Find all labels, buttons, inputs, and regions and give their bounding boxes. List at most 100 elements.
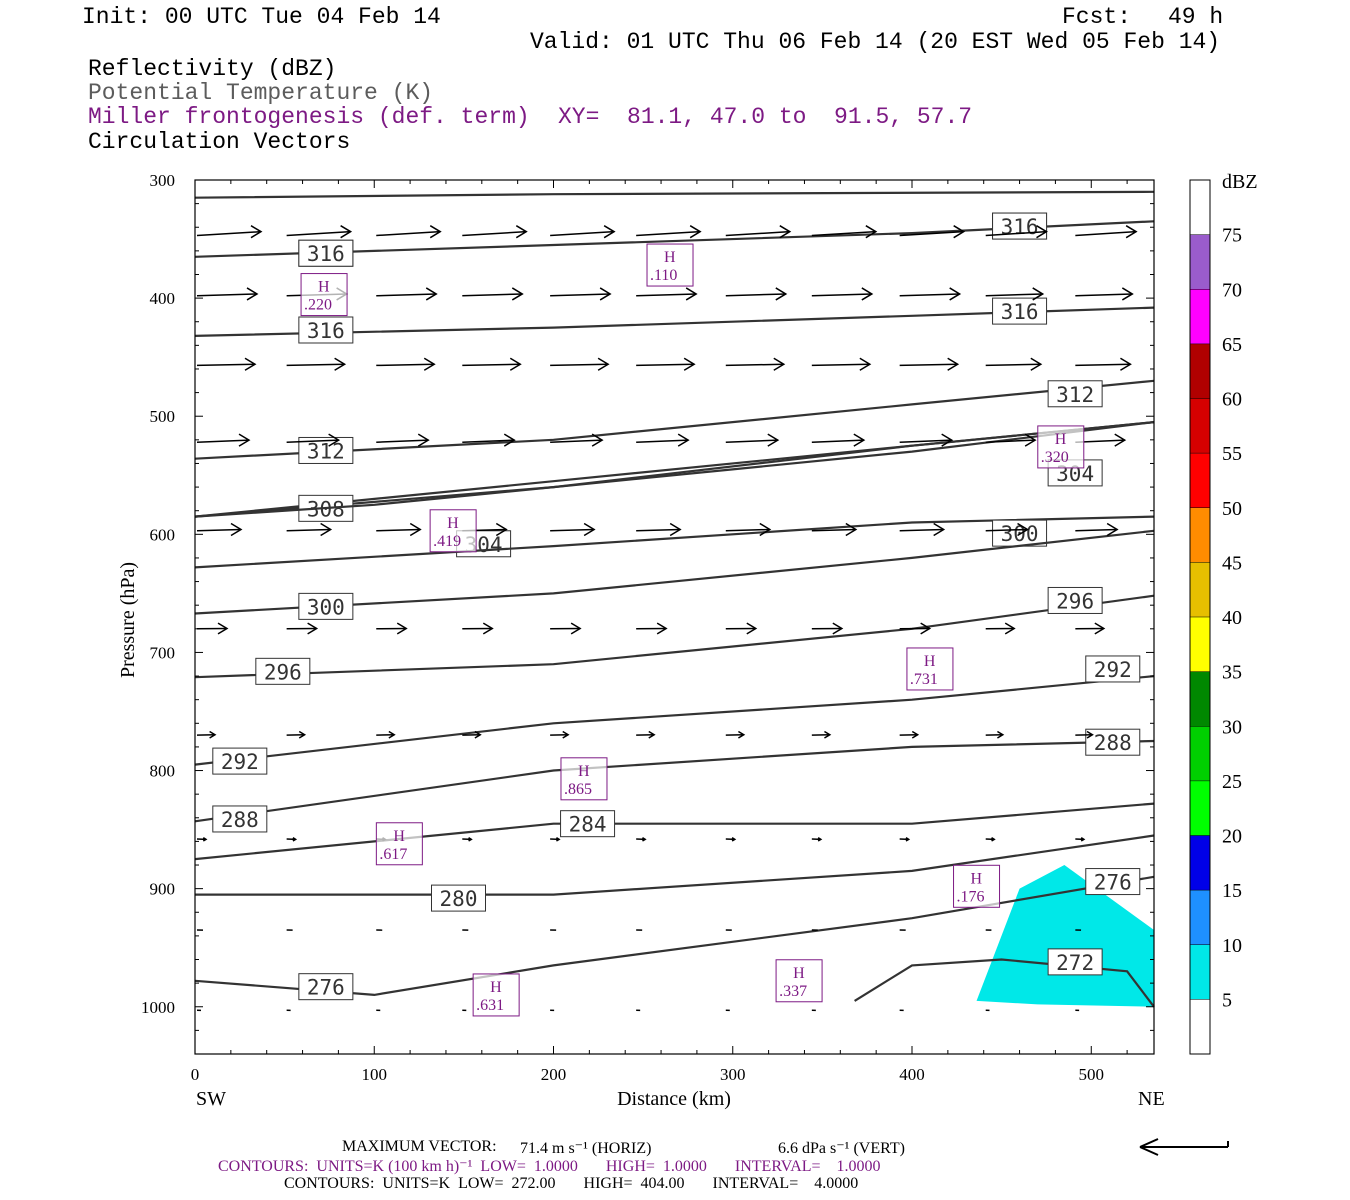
circulation-vector-head xyxy=(583,522,596,537)
theta-label-box xyxy=(1047,948,1103,976)
circulation-vector-head xyxy=(209,730,217,739)
colorbar-segment xyxy=(1190,507,1210,563)
frontogenesis-high-box xyxy=(300,273,348,317)
colorbar-label: 40 xyxy=(1222,607,1242,629)
colorbar-label: 25 xyxy=(1222,771,1242,793)
circulation-vector xyxy=(196,293,258,297)
circulation-vector xyxy=(550,439,603,443)
frontogenesis-high-value: .631 xyxy=(476,997,504,1014)
frontogenesis-high-value: .731 xyxy=(910,671,938,688)
circulation-vector-head xyxy=(738,730,746,739)
circulation-vector-head xyxy=(217,622,229,635)
frontogenesis-high-label: H xyxy=(490,979,502,996)
frontogenesis-high-value: .865 xyxy=(564,781,592,798)
circulation-vector-head xyxy=(775,287,788,301)
colorbar-segment xyxy=(1190,999,1210,1054)
theta-label-296: 296 xyxy=(264,660,302,684)
circulation-vector-head xyxy=(1036,225,1048,239)
colorbar-segment xyxy=(1190,180,1210,235)
circulation-vector xyxy=(725,363,784,367)
circulation-vector-head xyxy=(642,837,647,842)
circulation-vector xyxy=(899,293,960,297)
y-tick-label: 900 xyxy=(150,880,176,899)
circulation-vector-head xyxy=(334,357,347,371)
circulation-vector-head xyxy=(298,730,307,739)
circulation-vector-head xyxy=(920,622,932,635)
theta-label-box xyxy=(1047,380,1103,408)
theta-label-box xyxy=(212,747,268,775)
circulation-vector-head xyxy=(591,433,604,447)
circulation-vector-head xyxy=(1114,433,1127,447)
theta-label-284: 284 xyxy=(569,813,607,837)
circulation-vector-head xyxy=(320,522,333,537)
circulation-vector-head xyxy=(417,433,430,447)
theta-label-316: 316 xyxy=(307,242,345,266)
theta-label-312: 312 xyxy=(1056,383,1094,407)
contours-frontogenesis: CONTOURS: UNITS=K (100 km h)⁻¹ LOW= 1.00… xyxy=(218,1158,881,1175)
circulation-vector-head xyxy=(949,287,962,301)
circulation-vector-head xyxy=(511,287,524,301)
circulation-vector xyxy=(286,528,331,532)
circulation-vector-head xyxy=(1080,837,1086,842)
circulation-vector-head xyxy=(656,622,668,635)
theta-label-312: 312 xyxy=(307,439,345,463)
theta-label-280: 280 xyxy=(440,887,478,911)
x-tick-label: 500 xyxy=(1079,1065,1105,1084)
circulation-vector-head xyxy=(685,287,698,301)
field-circulation-vectors: Circulation Vectors xyxy=(88,129,351,155)
x-tick-label: 0 xyxy=(191,1065,200,1084)
theta-contour-300 xyxy=(194,515,1155,569)
colorbar-segment xyxy=(1190,890,1210,945)
colorbar-label: 70 xyxy=(1222,279,1242,301)
init-label: Init: 00 UTC Tue 04 Feb 14 xyxy=(82,4,441,30)
circulation-vector xyxy=(376,439,429,443)
colorbar-segment xyxy=(1190,398,1210,454)
circulation-vector-head xyxy=(562,730,570,739)
frontogenesis-high-box xyxy=(375,822,423,866)
circulation-vector xyxy=(636,230,701,237)
circulation-vector xyxy=(1075,293,1133,297)
circulation-vector-head xyxy=(933,522,946,537)
frontogenesis-high-box xyxy=(953,864,1001,908)
colorbar-segment xyxy=(1190,562,1210,617)
theta-label-box xyxy=(431,884,487,912)
circulation-vector-head xyxy=(991,837,996,842)
theta-label-box xyxy=(560,810,616,838)
field-frontogenesis: Miller frontogenesis (def. term) xyxy=(88,104,530,130)
circulation-vector-head xyxy=(597,357,610,371)
frontogenesis-high-label: H xyxy=(393,828,405,845)
circulation-vector-head xyxy=(468,837,473,842)
x-tick-label: 200 xyxy=(541,1065,567,1084)
colorbar-label: 55 xyxy=(1222,443,1242,465)
theta-label-box xyxy=(1085,655,1141,683)
circulation-vector-head xyxy=(1120,357,1132,371)
frontogenesis-high-value: .110 xyxy=(650,267,677,284)
frontogenesis-high-label: H xyxy=(318,279,330,296)
circulation-vector-head xyxy=(1030,357,1043,371)
circulation-vector-head xyxy=(388,730,396,739)
circulation-vector-head xyxy=(474,730,482,739)
theta-label-292: 292 xyxy=(1094,658,1132,682)
colorbar-segment xyxy=(1190,617,1210,672)
circulation-vector-head xyxy=(832,622,844,635)
circulation-vector xyxy=(550,230,615,237)
circulation-vector xyxy=(985,230,1047,237)
circulation-vector-head xyxy=(599,287,612,301)
circulation-vector-head xyxy=(328,433,341,447)
circulation-vector-head xyxy=(250,225,263,239)
circulation-vector xyxy=(462,363,521,367)
circulation-vector xyxy=(550,363,609,367)
theta-label-272: 272 xyxy=(1056,951,1094,975)
circulation-vector xyxy=(985,293,1043,297)
theta-label-box xyxy=(1047,586,1103,614)
frontogenesis-high-box xyxy=(775,959,823,1003)
frontogenesis-high-box xyxy=(906,647,954,691)
circulation-vector-head xyxy=(556,837,561,842)
circulation-vector-head xyxy=(779,225,792,239)
circulation-vector-head xyxy=(947,357,960,371)
circulation-vector-head xyxy=(953,225,966,239)
theta-label-box xyxy=(298,239,354,267)
circulation-vector xyxy=(462,293,523,297)
circulation-vector-head xyxy=(731,837,737,842)
circulation-vector-head xyxy=(409,522,422,537)
